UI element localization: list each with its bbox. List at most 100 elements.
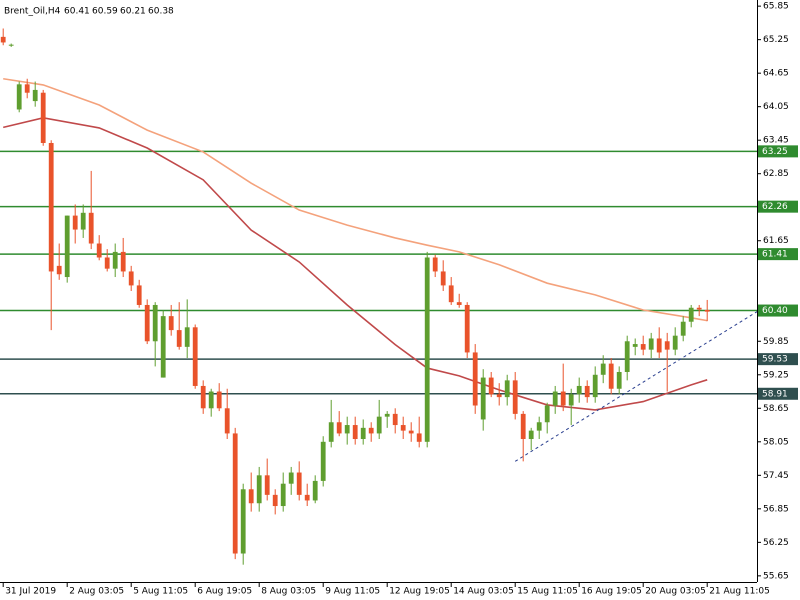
candle-body [584, 385, 590, 398]
candle-body [160, 316, 166, 378]
candle-body [408, 430, 414, 434]
candle-body [472, 352, 478, 406]
level-label-box [758, 248, 798, 261]
x-tick-label: 14 Aug 03:05 [453, 587, 514, 597]
moving-average [3, 77, 708, 322]
candle-body [168, 316, 174, 331]
level-label: 62.26 [762, 202, 788, 212]
candle-body [128, 271, 134, 286]
candle-body [240, 489, 246, 554]
candle-body [72, 215, 78, 230]
candle-body [112, 251, 118, 269]
level-label: 61.41 [762, 250, 788, 260]
candle-body [664, 341, 670, 350]
candle-body [152, 304, 158, 342]
candle-body [296, 472, 302, 495]
candle-body [320, 441, 326, 481]
y-tick-label: 65.25 [763, 35, 789, 45]
y-tick-label: 64.05 [763, 102, 789, 112]
candle-body [672, 335, 678, 350]
candle-body [208, 391, 214, 409]
y-tick-label: 59.85 [763, 337, 789, 347]
candle-body [416, 433, 422, 442]
candle-body [336, 422, 342, 434]
candle-body [120, 251, 126, 272]
candle-body [448, 285, 454, 303]
candle-body [64, 215, 70, 278]
symbol: Brent_Oil,H4 [4, 7, 61, 17]
candle-body [216, 391, 222, 409]
y-tick-label: 59.25 [763, 370, 789, 380]
candle-body [88, 212, 94, 244]
level-label: 63.25 [762, 147, 788, 157]
candle-body [192, 327, 198, 386]
candle-body [80, 212, 86, 230]
candle-body [48, 142, 54, 272]
candle-body [376, 416, 382, 434]
candle-body [248, 489, 254, 504]
candle-body [544, 405, 550, 423]
candle-body [256, 475, 262, 504]
candle-body [640, 344, 646, 350]
y-tick-label: 55.65 [763, 571, 789, 581]
candle-body [592, 374, 598, 398]
candle-body [560, 391, 566, 406]
candle-body [536, 422, 542, 431]
level-label-box [758, 387, 798, 400]
header: Brent_Oil,H4 [4, 7, 61, 17]
candle-body [0, 36, 6, 43]
candle-body [656, 338, 662, 353]
candle-body [480, 377, 486, 420]
candle-body [384, 413, 390, 417]
moving-average [3, 117, 708, 411]
x-tick-label: 12 Aug 19:05 [389, 587, 450, 597]
candle-body [144, 304, 150, 342]
x-tick-label: 20 Aug 03:05 [645, 587, 706, 597]
y-tick-label: 58.65 [763, 404, 789, 414]
candle-body [280, 483, 286, 507]
header-value: 60.41 [64, 7, 90, 17]
candle-body [136, 285, 142, 305]
y-tick-label: 58.05 [763, 437, 789, 447]
candle-body [32, 89, 38, 102]
candle-body [688, 307, 694, 322]
candle-body [328, 422, 334, 442]
header-value: 60.21 [120, 7, 146, 17]
candle-body [528, 430, 534, 440]
candle-body [704, 309, 710, 312]
level-label: 60.40 [762, 306, 788, 316]
header-value: 60.59 [92, 7, 118, 17]
y-tick-label: 56.25 [763, 538, 789, 548]
candle-body [464, 304, 470, 353]
candle-body [16, 84, 22, 110]
candle-body [488, 377, 494, 395]
candle-body [648, 338, 654, 350]
y-tick-label: 56.85 [763, 504, 789, 514]
candle-body [224, 408, 230, 434]
candle-body [520, 413, 526, 440]
candle-body [632, 344, 638, 347]
candle-body [616, 371, 622, 389]
candle-body [232, 433, 238, 554]
y-tick-label: 57.45 [763, 471, 789, 481]
candle-body [440, 271, 446, 286]
level-label: 58.91 [762, 389, 788, 399]
candle-body [352, 425, 358, 440]
candle-body [344, 425, 350, 434]
x-tick-label: 31 Jul 2019 [5, 587, 56, 597]
x-tick-label: 16 Aug 19:05 [581, 587, 642, 597]
candle-body [576, 385, 582, 395]
candle-body [624, 341, 630, 372]
candle-body [264, 475, 270, 495]
candle-body [56, 265, 62, 275]
candle-body [608, 363, 614, 389]
candle-body [24, 84, 30, 93]
candle-body [8, 44, 14, 46]
y-tick-label: 63.45 [763, 136, 789, 146]
candle-body [40, 92, 46, 143]
candle-body [432, 257, 438, 272]
candle-body [424, 257, 430, 442]
level-label-box [758, 145, 798, 158]
candle-body [272, 494, 278, 507]
